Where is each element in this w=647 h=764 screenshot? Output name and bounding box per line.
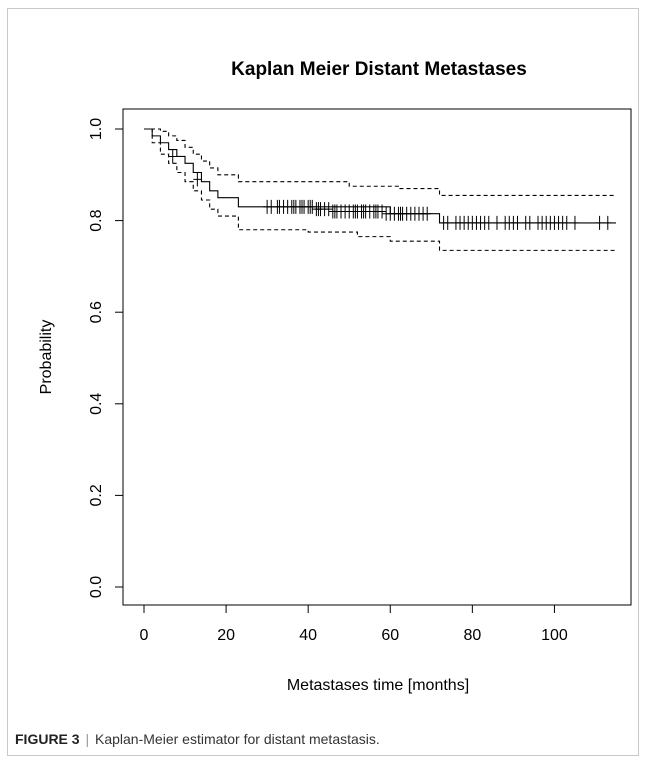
caption-text: Kaplan-Meier estimator for distant metas… (95, 731, 380, 747)
x-tick-label: 100 (541, 627, 568, 644)
censor-mark (595, 215, 604, 230)
censor-mark (484, 215, 493, 230)
chart-title: Kaplan Meier Distant Metastases (231, 59, 527, 80)
censor-layer (168, 149, 612, 230)
plot-box (122, 108, 632, 606)
censor-mark (324, 202, 333, 217)
figure-frame (7, 8, 639, 756)
y-tick-label: 0.0 (88, 576, 105, 598)
y-tick-label: 1.0 (88, 118, 105, 140)
caption-separator: | (85, 731, 90, 747)
x-tick-label: 0 (140, 627, 149, 644)
figure-label: FIGURE 3 (15, 731, 80, 747)
y-tick-label: 0.6 (88, 301, 105, 323)
figure-caption: FIGURE 3 | Kaplan-Meier estimator for di… (15, 731, 380, 747)
y-tick-label: 0.8 (88, 209, 105, 231)
censor-mark (378, 204, 387, 219)
censor-mark (513, 215, 522, 230)
censor-mark (423, 206, 432, 221)
y-axis-label: Probability (38, 320, 55, 395)
x-tick-label: 20 (217, 627, 235, 644)
x-axis-label: Metastases time [months] (287, 677, 469, 694)
series-layer (144, 128, 616, 251)
km-chart: Kaplan Meier Distant Metastases 0 20 40 60 8… (38, 59, 632, 694)
y-tick-label: 0.4 (88, 393, 105, 415)
censor-mark (492, 215, 501, 230)
x-tick-label: 60 (381, 627, 399, 644)
censor-mark (562, 215, 571, 230)
censor-mark (443, 215, 452, 230)
axes: 0 20 40 60 80 100 0.0 0.2 0.4 0.6 0.8 1.0 (88, 118, 568, 644)
series-lower-line (144, 128, 616, 251)
x-tick-label: 40 (299, 627, 317, 644)
censor-mark (193, 172, 202, 187)
x-tick-label: 80 (463, 627, 481, 644)
censor-mark (570, 215, 579, 230)
censor-mark (308, 199, 317, 214)
y-tick-label: 0.2 (88, 484, 105, 506)
censor-mark (168, 149, 177, 164)
censor-mark (603, 215, 612, 230)
censor-mark (525, 215, 534, 230)
series-upper-line (144, 128, 616, 196)
